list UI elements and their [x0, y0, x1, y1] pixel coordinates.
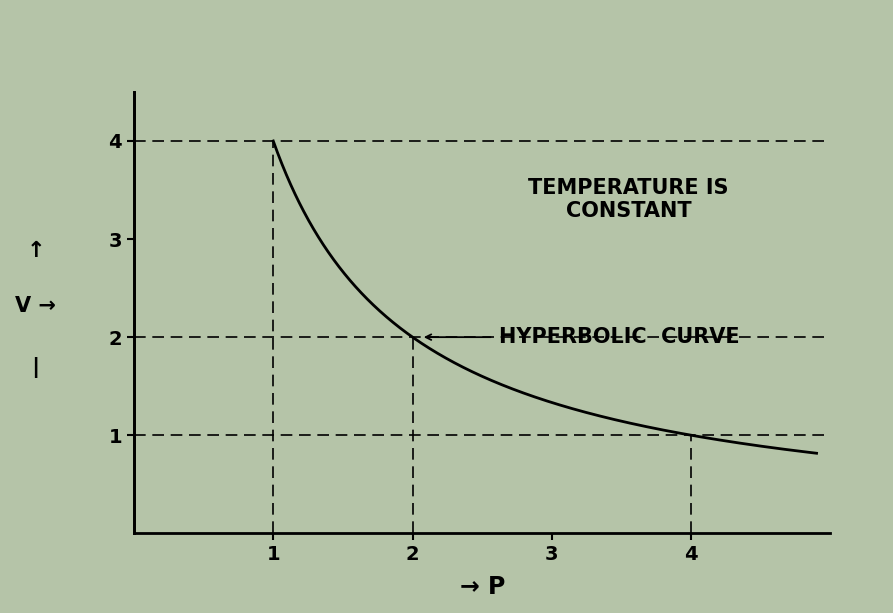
Text: |: | [31, 357, 40, 378]
Text: HYPERBOLIC  CURVE: HYPERBOLIC CURVE [499, 327, 739, 347]
X-axis label: → P: → P [460, 575, 505, 600]
Text: TEMPERATURE IS
CONSTANT: TEMPERATURE IS CONSTANT [529, 178, 729, 221]
Text: V →: V → [15, 297, 56, 316]
Text: ↑: ↑ [27, 242, 45, 261]
